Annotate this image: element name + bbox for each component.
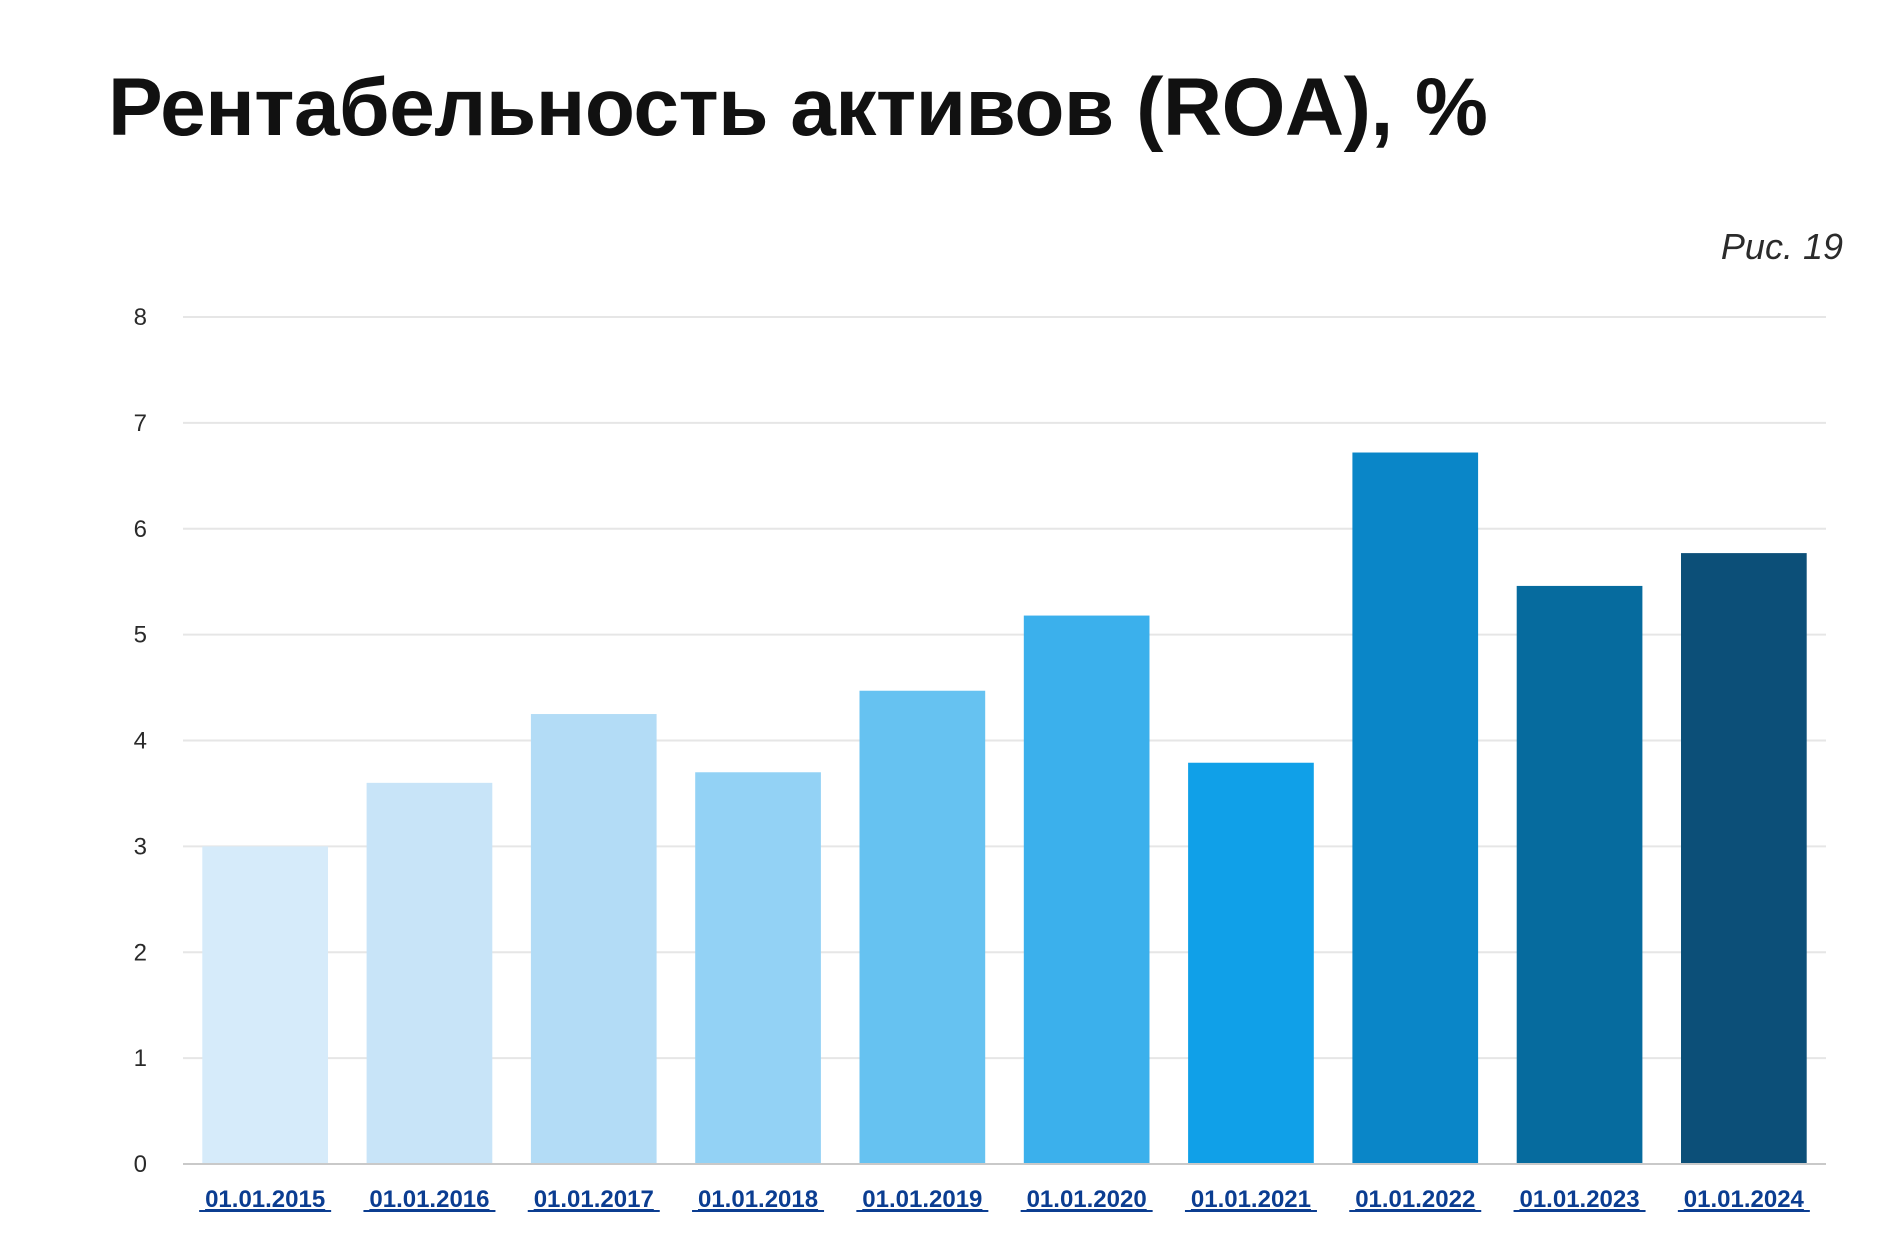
bar-01.01.2015 — [202, 846, 328, 1164]
y-tick-label: 2 — [134, 939, 147, 966]
bar-01.01.2021 — [1188, 762, 1314, 1164]
bar-01.01.2019 — [859, 690, 986, 1164]
y-tick-label: 8 — [134, 304, 147, 331]
x-category-link[interactable]: 01.01.2019 — [862, 1186, 982, 1213]
bar-01.01.2022 — [1352, 452, 1479, 1164]
y-tick-label: 3 — [134, 833, 147, 860]
x-category-link[interactable]: 01.01.2024 — [1684, 1186, 1805, 1213]
bar-01.01.2017 — [530, 714, 657, 1164]
y-tick-label: 0 — [134, 1151, 147, 1178]
x-category-link[interactable]: 01.01.2023 — [1519, 1186, 1639, 1213]
y-tick-label: 6 — [134, 516, 147, 543]
x-category-link[interactable]: 01.01.2016 — [369, 1186, 489, 1213]
bar-01.01.2024 — [1681, 553, 1807, 1164]
x-category-link[interactable]: 01.01.2018 — [698, 1186, 818, 1213]
figure-label: Рис. 19 — [1720, 226, 1843, 267]
y-tick-label: 5 — [134, 622, 147, 649]
x-category-link[interactable]: 01.01.2015 — [205, 1186, 325, 1213]
y-tick-label: 4 — [134, 728, 147, 755]
x-category-link[interactable]: 01.01.2020 — [1027, 1186, 1147, 1213]
bar-01.01.2023 — [1516, 585, 1643, 1164]
bar-01.01.2020 — [1023, 615, 1150, 1164]
x-category-link[interactable]: 01.01.2021 — [1191, 1186, 1311, 1213]
x-category-link[interactable]: 01.01.2022 — [1355, 1186, 1475, 1213]
x-category-link[interactable]: 01.01.2017 — [534, 1186, 654, 1213]
bars — [202, 452, 1807, 1164]
y-axis-tick-labels: 0 1 2 3 4 5 6 7 8 — [134, 304, 147, 1178]
page-title: Рентабельность активов (ROA), % — [108, 62, 1488, 153]
x-axis-category-labels: 01.01.2015 01.01.2016 01.01.2017 01.01.2018… — [199, 1186, 1810, 1213]
y-tick-label: 1 — [134, 1045, 147, 1072]
bar-01.01.2016 — [366, 782, 493, 1164]
bar-01.01.2018 — [695, 772, 821, 1164]
y-tick-label: 7 — [134, 410, 147, 437]
